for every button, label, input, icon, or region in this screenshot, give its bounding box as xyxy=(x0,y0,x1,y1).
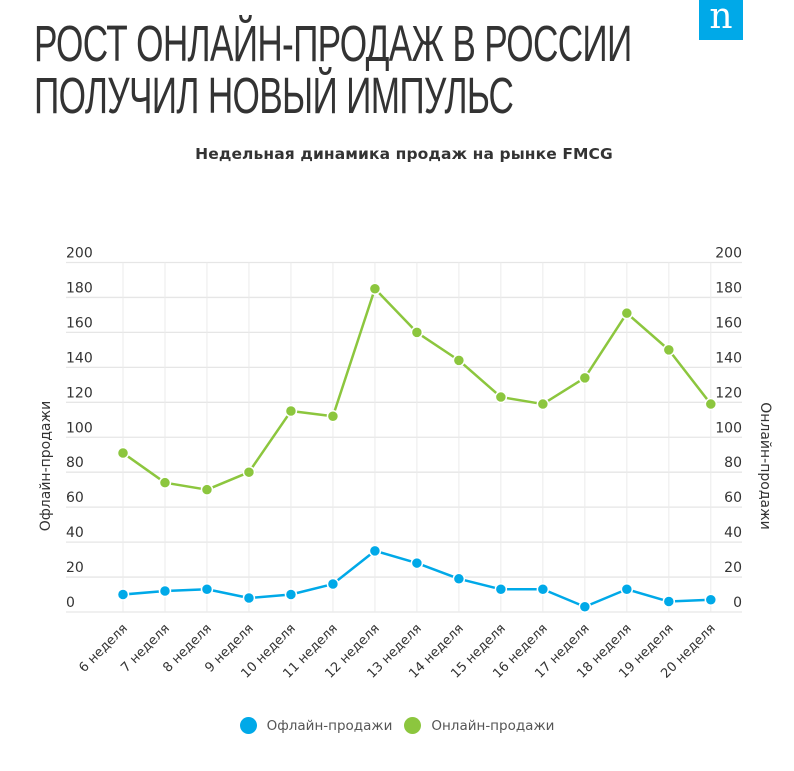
legend-label-offline: Офлайн-продажи xyxy=(266,717,393,734)
headline: РОСТ ОНЛАЙН-ПРОДАЖ В РОССИИ ПОЛУЧИЛ НОВЫ… xyxy=(34,18,632,122)
data-point-online xyxy=(704,397,718,411)
data-point-online xyxy=(284,404,298,418)
y-tick-left: 40 xyxy=(66,525,84,541)
data-point-offline xyxy=(368,544,382,558)
y-tick-right: 120 xyxy=(715,385,742,401)
data-point-offline xyxy=(620,583,634,596)
y-axis-right-title: Онлайн-продажи xyxy=(757,402,773,530)
data-point-online xyxy=(410,326,424,339)
y-axis-right-ticks: 0 20 40 60 80 100 120 140 160 180 200 xyxy=(715,246,742,612)
legend-item-online[interactable]: Онлайн-продажи xyxy=(404,717,554,734)
data-point-online xyxy=(158,476,172,489)
y-axis-left-title: Офлайн-продажи xyxy=(38,401,54,531)
grid xyxy=(66,261,742,613)
data-point-offline xyxy=(326,577,340,591)
y-tick-left: 200 xyxy=(66,246,93,262)
y-tick-right: 180 xyxy=(715,280,742,296)
y-tick-right: 20 xyxy=(724,560,742,576)
data-point-online xyxy=(620,306,634,320)
data-point-offline xyxy=(452,572,466,586)
y-tick-left: 160 xyxy=(66,315,93,331)
y-tick-left: 120 xyxy=(66,385,93,401)
nielsen-logo-icon: n xyxy=(699,0,743,40)
chart-title: Недельная динамика продаж на рынке FMCG xyxy=(195,145,613,163)
y-tick-right: 60 xyxy=(724,490,742,506)
data-point-offline xyxy=(200,583,214,596)
data-point-offline xyxy=(662,595,676,608)
y-tick-right: 100 xyxy=(715,420,742,436)
data-point-online xyxy=(326,410,340,423)
y-tick-left: 140 xyxy=(66,350,93,366)
data-point-offline xyxy=(158,584,172,598)
y-tick-left: 0 xyxy=(66,595,75,611)
y-axis-left-ticks: 0 20 40 60 80 100 120 140 160 180 200 xyxy=(66,246,93,612)
series-layer xyxy=(116,282,718,614)
data-point-online xyxy=(242,465,256,479)
data-point-online xyxy=(536,397,550,411)
legend-marker-online xyxy=(404,717,422,734)
data-point-offline xyxy=(578,600,592,614)
data-point-offline xyxy=(116,588,130,601)
data-point-online xyxy=(452,354,466,367)
headline-line-1: РОСТ ОНЛАЙН-ПРОДАЖ В РОССИИ xyxy=(34,15,632,72)
data-point-offline xyxy=(410,556,424,570)
y-tick-left: 20 xyxy=(66,560,84,576)
data-point-offline xyxy=(494,583,508,596)
y-tick-right: 200 xyxy=(715,246,742,262)
y-tick-left: 60 xyxy=(66,490,84,506)
y-tick-right: 160 xyxy=(715,315,742,331)
y-tick-left: 180 xyxy=(66,280,93,296)
data-point-online xyxy=(662,343,676,357)
data-point-online xyxy=(494,390,508,404)
y-tick-right: 0 xyxy=(733,595,742,611)
legend-item-offline[interactable]: Офлайн-продажи xyxy=(239,717,393,734)
y-tick-left: 80 xyxy=(66,455,84,471)
y-tick-right: 140 xyxy=(715,350,742,366)
legend-marker-offline xyxy=(239,717,257,734)
legend: Офлайн-продажи Онлайн-продажи xyxy=(0,717,794,734)
data-point-online xyxy=(368,282,382,295)
data-point-offline xyxy=(284,588,298,601)
data-point-online xyxy=(578,371,592,385)
y-tick-left: 100 xyxy=(66,420,93,436)
data-point-offline xyxy=(242,591,256,605)
data-point-offline xyxy=(704,593,718,607)
headline-line-2: ПОЛУЧИЛ НОВЫЙ ИМПУЛЬС xyxy=(34,67,514,124)
y-tick-right: 80 xyxy=(724,455,742,471)
legend-label-online: Онлайн-продажи xyxy=(431,717,555,734)
y-tick-right: 40 xyxy=(724,525,742,541)
data-point-online xyxy=(200,483,214,496)
data-point-offline xyxy=(536,583,550,596)
data-point-online xyxy=(116,446,130,460)
